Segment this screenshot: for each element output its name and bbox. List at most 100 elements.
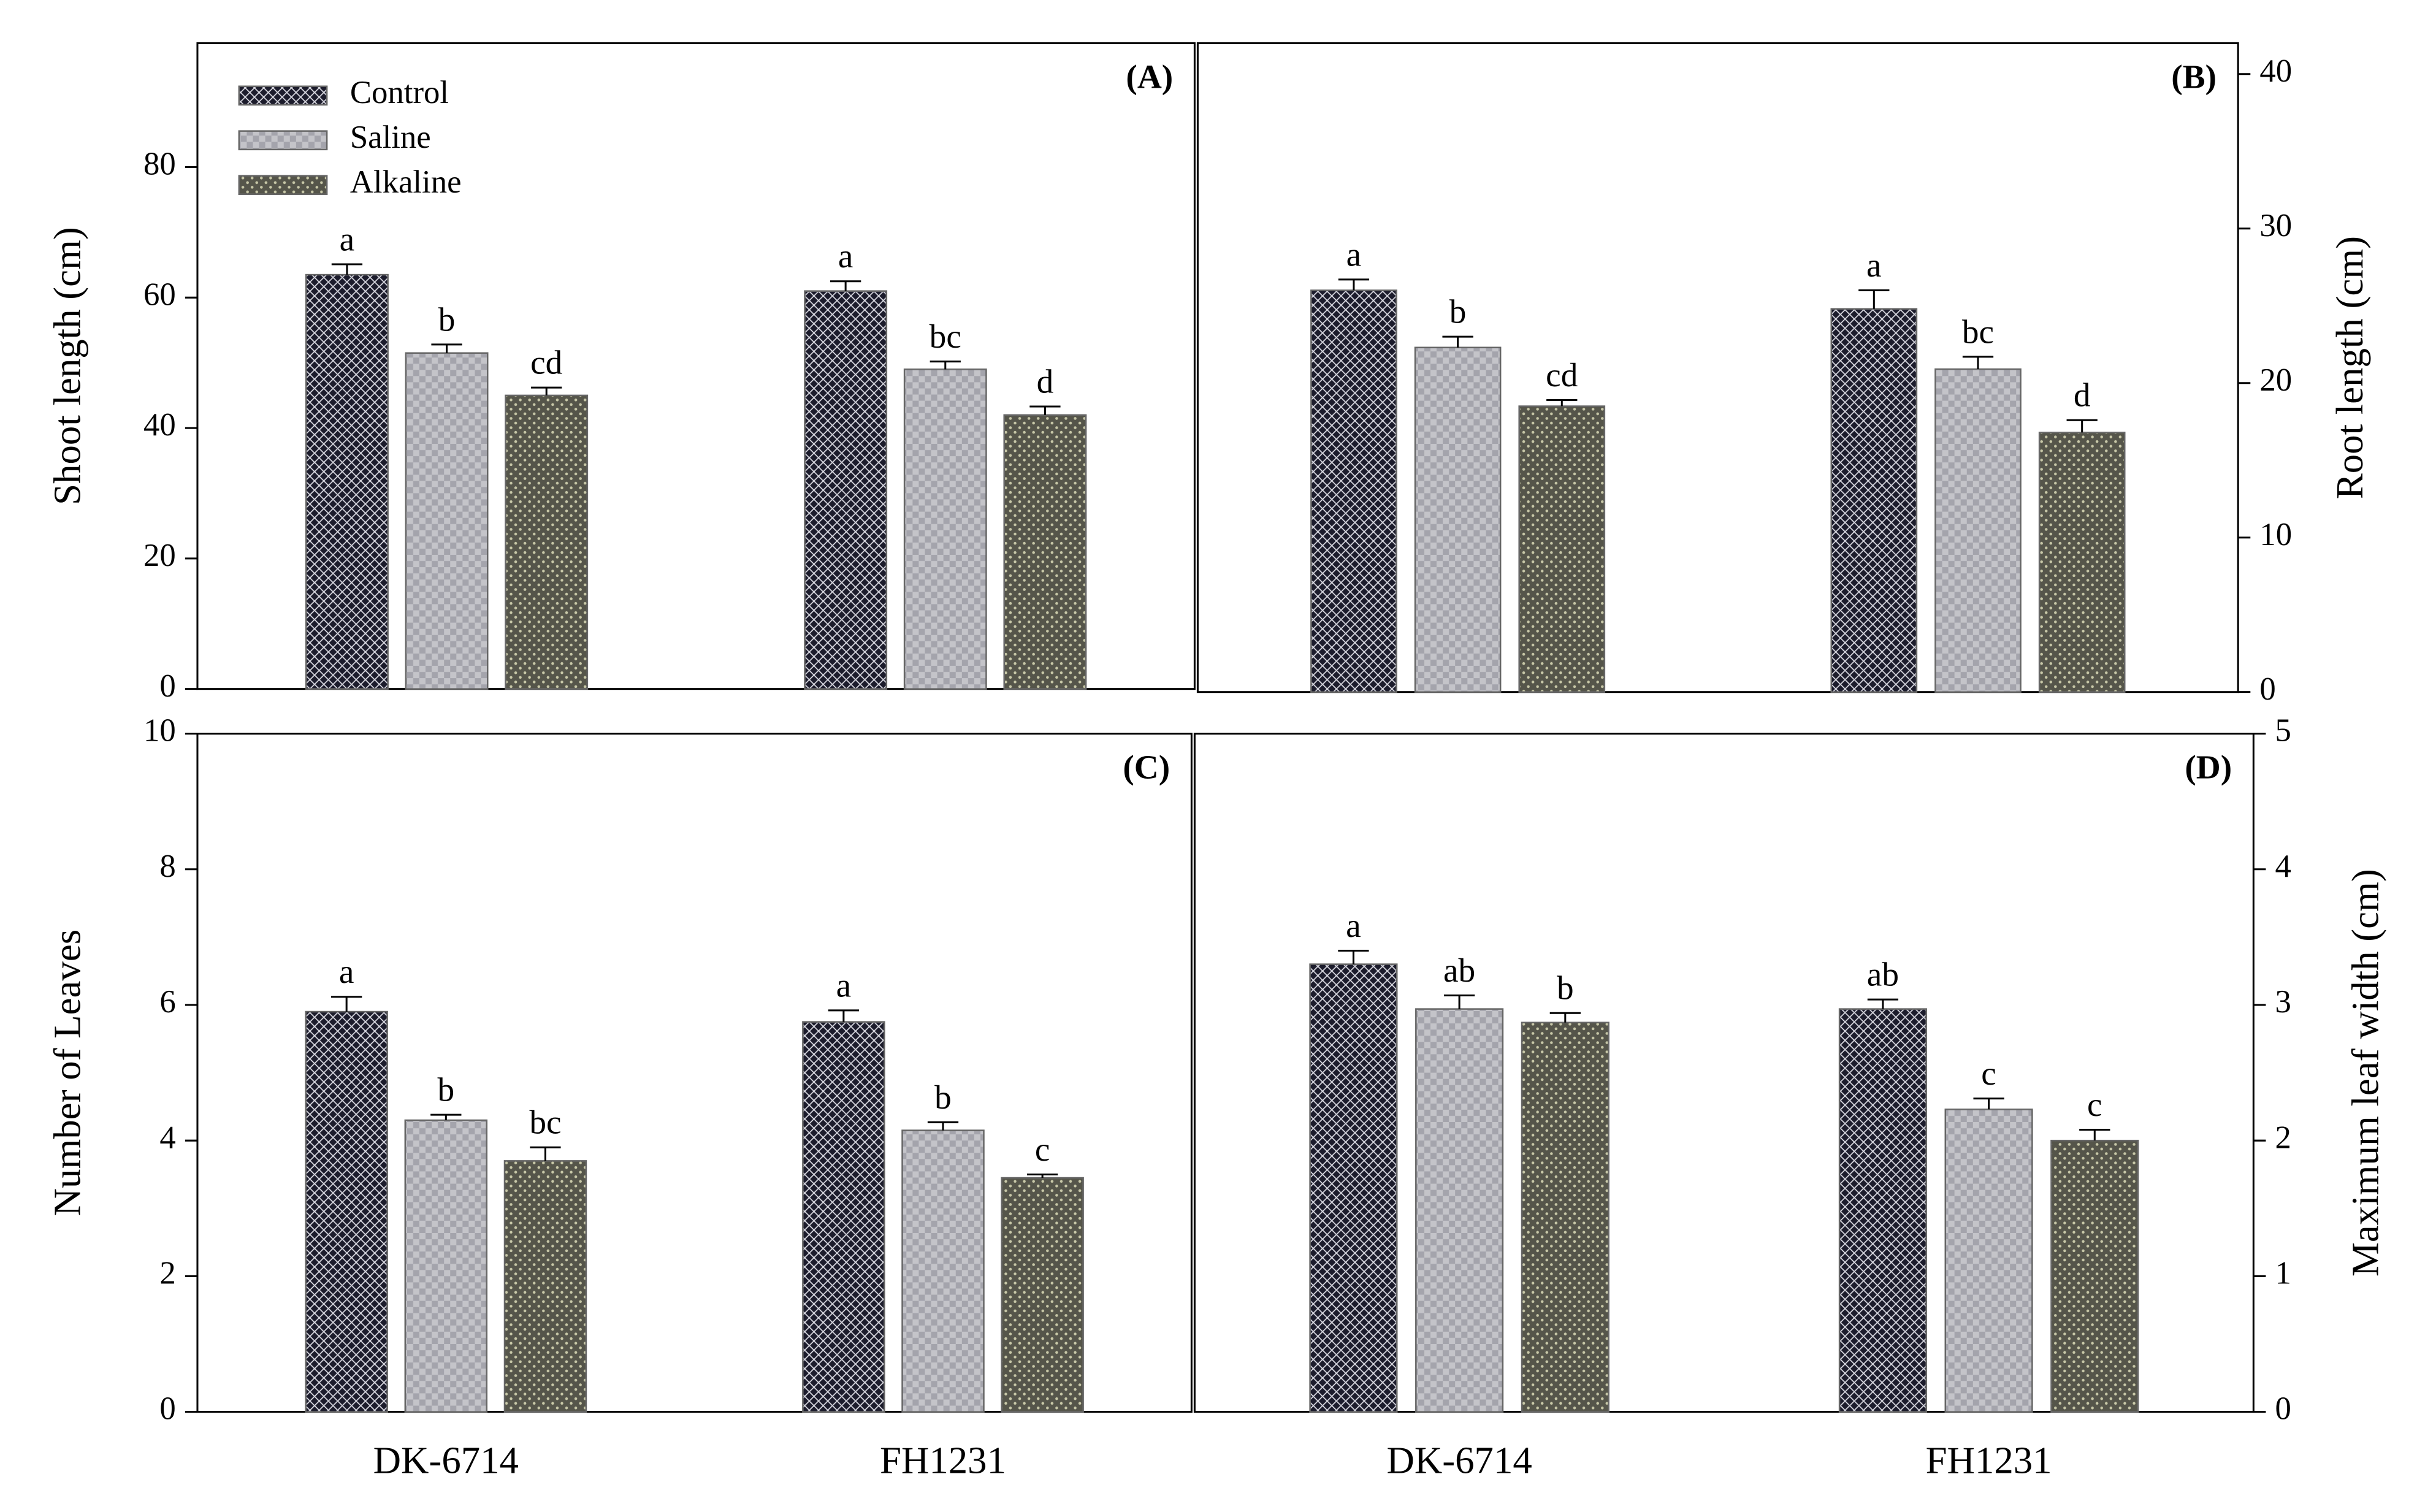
x-tick-label: FH1231 — [1926, 1438, 2052, 1481]
plot-frame — [1193, 733, 2255, 1413]
error-bar — [830, 280, 861, 291]
significance-letter: a — [838, 237, 853, 275]
y-tick-label: 4 — [2275, 849, 2291, 884]
x-tick-label: FH1231 — [880, 1438, 1006, 1481]
bar — [2050, 1139, 2139, 1413]
plot-frame — [196, 733, 1193, 1413]
bar — [802, 1021, 885, 1413]
plot-frame — [196, 42, 1196, 690]
significance-letter: d — [2074, 376, 2091, 414]
bar — [1415, 1008, 1504, 1413]
bar — [1003, 414, 1087, 690]
y-tick-label: 5 — [2275, 713, 2291, 749]
y-tick-label: 10 — [143, 713, 176, 749]
error-bar — [1442, 335, 1473, 348]
y-tick-label: 20 — [143, 538, 176, 573]
bar — [405, 352, 489, 690]
y-tick-label: 0 — [159, 668, 175, 704]
y-tick-label: 4 — [159, 1120, 175, 1155]
y-tick-label: 80 — [143, 147, 176, 182]
bar — [1414, 346, 1502, 693]
error-bar — [2079, 1128, 2110, 1141]
legend-swatch — [238, 175, 328, 195]
significance-letter: a — [1346, 235, 1362, 273]
significance-letter: cd — [530, 344, 562, 381]
legend-swatch — [238, 85, 328, 106]
error-bar — [828, 1009, 860, 1022]
error-bar — [1029, 405, 1061, 415]
significance-letter: bc — [529, 1104, 561, 1141]
legend-label: Alkaline — [350, 164, 462, 200]
panel-label: (C) — [1123, 749, 1170, 786]
y-tick-label: 8 — [159, 849, 175, 884]
significance-letter: a — [340, 221, 355, 258]
y-tick-label: 0 — [2275, 1391, 2291, 1427]
y-axis-label: Number of Leaves — [45, 930, 88, 1216]
x-tick-label: DK-6714 — [1386, 1438, 1532, 1481]
plot-frame — [1196, 42, 2239, 693]
bar — [804, 290, 888, 690]
error-bar — [331, 996, 362, 1012]
y-tick-label: 40 — [2259, 53, 2292, 89]
bar — [903, 368, 987, 690]
y-tick-label: 30 — [2259, 208, 2292, 243]
panel-label: (B) — [2171, 58, 2217, 95]
significance-letter: b — [1557, 969, 1574, 1007]
y-tick-label: 0 — [159, 1391, 175, 1427]
bar — [1310, 289, 1397, 693]
significance-letter: d — [1037, 362, 1054, 400]
error-bar — [1027, 1173, 1058, 1178]
y-tick-label: 40 — [143, 407, 176, 443]
y-tick-label: 20 — [2259, 362, 2292, 398]
significance-letter: a — [339, 953, 354, 990]
significance-letter: cd — [1546, 356, 1578, 394]
bar — [305, 1010, 388, 1413]
legend-label: Control — [350, 75, 449, 110]
error-bar — [430, 1113, 462, 1121]
significance-letter: a — [1866, 246, 1882, 284]
significance-letter: ab — [1867, 956, 1899, 993]
significance-letter: bc — [1962, 313, 1994, 350]
error-bar — [1338, 278, 1370, 291]
panel-label: (A) — [1126, 58, 1173, 95]
bar — [1518, 405, 1606, 693]
panel-label: (D) — [2185, 749, 2232, 786]
error-bar — [531, 386, 562, 395]
bar — [505, 394, 589, 690]
significance-letter: b — [1449, 293, 1467, 330]
significance-letter: b — [437, 1071, 454, 1109]
bar — [305, 273, 389, 690]
error-bar — [1546, 399, 1578, 407]
y-axis-label: Shoot length (cm) — [45, 227, 88, 505]
error-bar — [1549, 1012, 1581, 1023]
bar — [503, 1160, 587, 1413]
y-axis-label: Root length (cm) — [2328, 236, 2371, 499]
error-bar — [431, 343, 462, 353]
y-axis-label: Maximum leaf width (cm) — [2343, 869, 2386, 1277]
y-tick-label: 2 — [2275, 1120, 2291, 1155]
bar — [901, 1129, 985, 1413]
error-bar — [1973, 1098, 2004, 1110]
significance-letter: ab — [1443, 952, 1475, 989]
error-bar — [1338, 949, 1369, 964]
bar — [1944, 1109, 2033, 1413]
significance-letter: b — [934, 1079, 952, 1116]
y-tick-label: 1 — [2275, 1256, 2291, 1291]
significance-letter: bc — [930, 318, 961, 355]
significance-letter: a — [836, 966, 852, 1004]
error-bar — [1858, 289, 1890, 309]
error-bar — [1867, 998, 1899, 1009]
significance-letter: c — [1981, 1055, 1996, 1092]
x-tick-label: DK-6714 — [373, 1438, 519, 1481]
error-bar — [930, 361, 961, 370]
error-bar — [2066, 419, 2098, 433]
significance-letter: a — [1346, 907, 1361, 944]
y-tick-label: 10 — [2259, 517, 2292, 552]
significance-letter: c — [2087, 1086, 2102, 1123]
bar — [404, 1119, 488, 1413]
bar — [2038, 432, 2126, 693]
error-bar — [1962, 356, 1994, 370]
bar — [1934, 368, 2022, 693]
bar — [1309, 963, 1398, 1413]
